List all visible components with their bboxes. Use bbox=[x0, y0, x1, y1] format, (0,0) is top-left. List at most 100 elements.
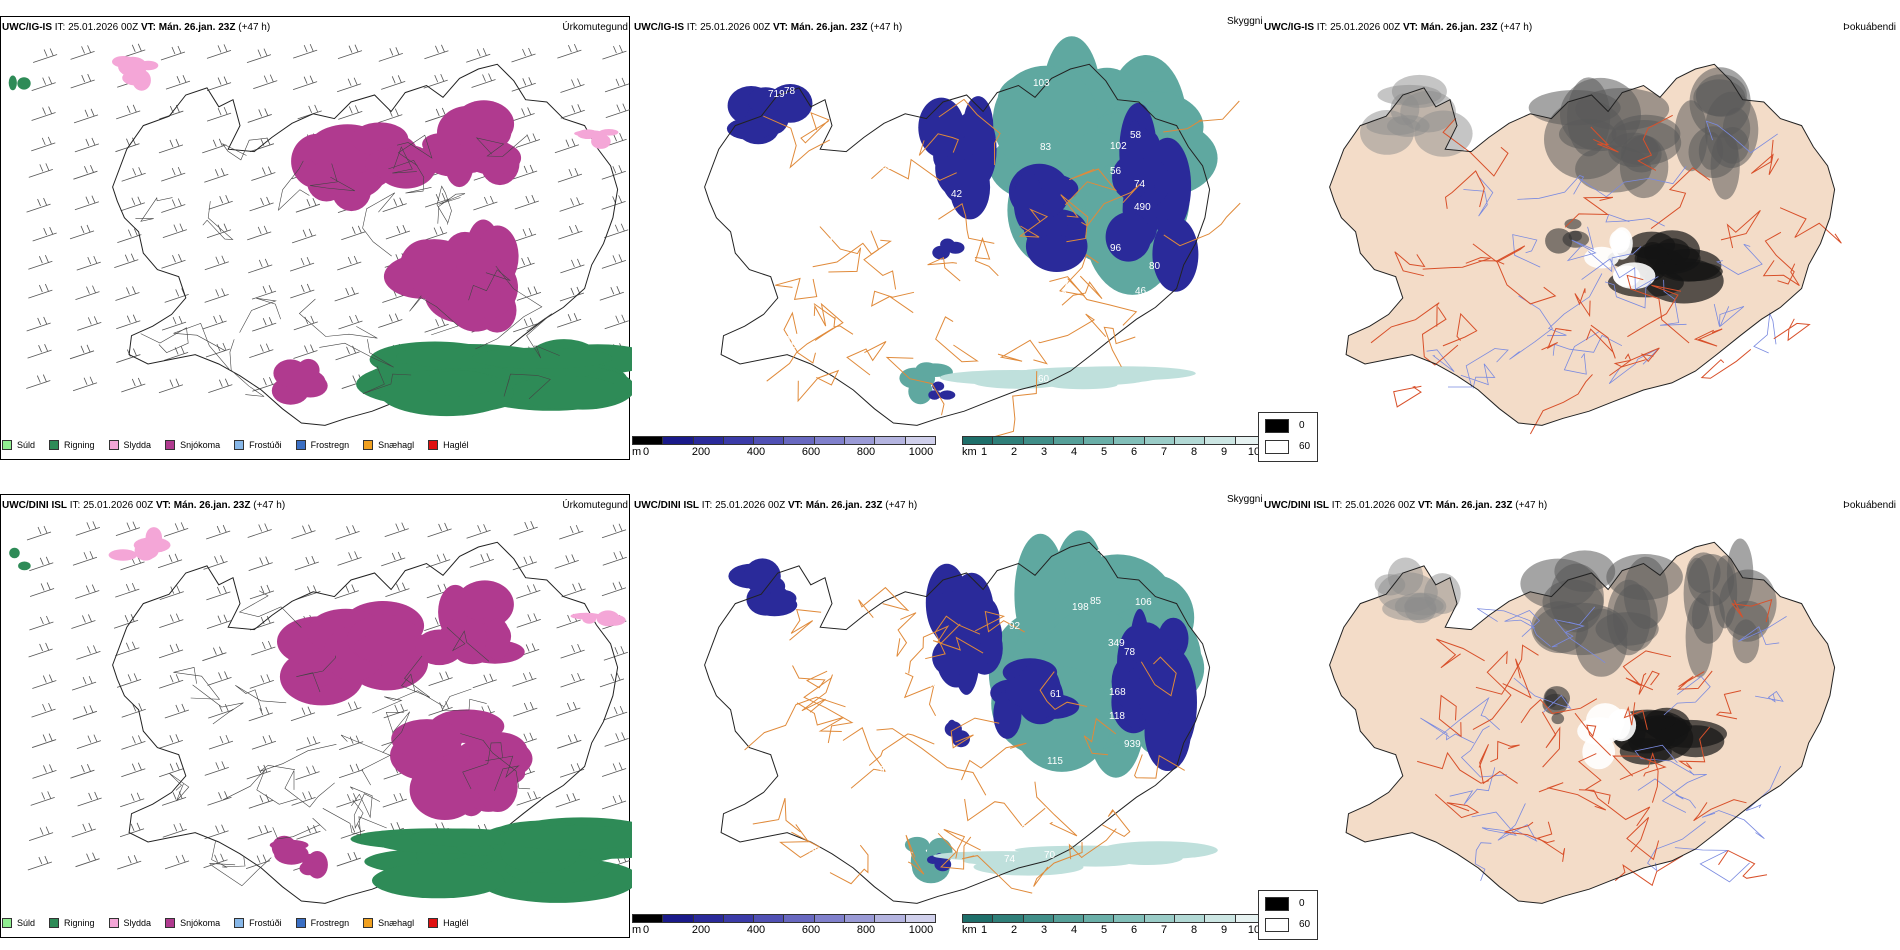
vt-label: VT: bbox=[140, 22, 156, 33]
wind-barb bbox=[161, 166, 186, 182]
road-line bbox=[1578, 789, 1651, 827]
fog-area bbox=[1585, 703, 1625, 739]
wind-barb bbox=[31, 702, 56, 718]
fog-heading: Þokuábendi bbox=[1843, 500, 1896, 511]
rivers bbox=[1426, 120, 1778, 389]
fog-map bbox=[1329, 538, 1836, 904]
road-line bbox=[485, 755, 520, 791]
fog-area bbox=[1613, 265, 1641, 287]
road-line bbox=[1490, 740, 1520, 763]
cloud-label: 96 bbox=[1110, 243, 1122, 254]
wind-barb bbox=[117, 228, 142, 244]
vt-value: Mán. 26.jan. 23Z bbox=[173, 500, 251, 511]
wind-barb bbox=[335, 345, 360, 361]
colorbar-segment bbox=[845, 915, 876, 922]
wind-barb bbox=[337, 551, 362, 566]
road-line bbox=[1478, 744, 1518, 785]
cloud-area bbox=[751, 593, 798, 617]
road-line bbox=[1552, 334, 1623, 356]
snow-area bbox=[391, 719, 463, 759]
fog-area bbox=[1725, 600, 1770, 642]
colorbar-tick: 7 bbox=[1160, 924, 1168, 936]
cloud-label: 58 bbox=[801, 273, 813, 284]
road-line bbox=[1463, 175, 1494, 217]
colorbar-segment bbox=[814, 437, 846, 444]
wind-barb bbox=[205, 342, 231, 358]
fog-legend: 0 60 bbox=[1258, 412, 1318, 462]
road-line bbox=[235, 685, 287, 712]
precip-legend-item: Slydda bbox=[108, 918, 151, 928]
road-line bbox=[1622, 650, 1672, 691]
fog-area bbox=[1551, 713, 1565, 725]
lead-time: (+47 h) bbox=[1515, 500, 1548, 511]
cloud-label: 62 bbox=[873, 773, 885, 784]
snow-area bbox=[306, 161, 347, 202]
wind-barb bbox=[204, 824, 229, 840]
precip-type-heading: Úrkomutegund bbox=[562, 22, 628, 33]
wind-barb bbox=[424, 44, 449, 60]
colorbar-segment bbox=[784, 915, 815, 922]
colorbar-segment bbox=[1144, 915, 1176, 922]
precip-legend-item: Rigning bbox=[49, 440, 95, 450]
cloud-area bbox=[952, 583, 994, 646]
wind-barb bbox=[70, 45, 95, 60]
wind-barb bbox=[296, 736, 321, 751]
wind-barb bbox=[72, 705, 98, 720]
road-line bbox=[1637, 778, 1697, 809]
wind-barb bbox=[560, 643, 585, 659]
cloud-area bbox=[1058, 858, 1132, 867]
wind-barb bbox=[208, 195, 233, 210]
wind-barb bbox=[291, 791, 316, 806]
wind-barb bbox=[427, 522, 452, 538]
precip-legend-swatch bbox=[2, 918, 12, 928]
colorbar-tick: 5 bbox=[1100, 446, 1108, 458]
road-line bbox=[1718, 849, 1768, 879]
cloud-label: 106 bbox=[1135, 597, 1152, 608]
wind-barb bbox=[159, 674, 184, 689]
wind-barb bbox=[117, 855, 142, 870]
cloud-label: 88 bbox=[790, 545, 802, 556]
road-line bbox=[1627, 284, 1681, 338]
cloud-label: 98 bbox=[859, 622, 871, 633]
vt-label: VT: bbox=[1417, 500, 1433, 511]
wind-barb bbox=[121, 762, 146, 778]
colorbar-segment bbox=[875, 915, 906, 922]
road-line bbox=[1417, 751, 1490, 784]
road-line bbox=[372, 690, 445, 714]
lead-time: (+47 h) bbox=[885, 500, 918, 511]
road-line bbox=[1476, 608, 1551, 647]
precip-legend-item: Haglél bbox=[428, 440, 469, 450]
forecast-row-ig: UWC/IG-IS IT: 25.01.2026 00Z VT: Mán. 26… bbox=[0, 0, 1900, 470]
road-line bbox=[446, 627, 490, 662]
wind-barb bbox=[252, 377, 277, 392]
road-line bbox=[169, 773, 190, 802]
wind-barb bbox=[382, 197, 407, 213]
wind-barb bbox=[120, 196, 145, 212]
road-line bbox=[779, 824, 821, 858]
wind-barb bbox=[246, 48, 272, 63]
wind-barb bbox=[295, 765, 320, 780]
cloud-label: 483 bbox=[927, 679, 944, 690]
colorbar-segment bbox=[1205, 915, 1236, 922]
colorbar-segment bbox=[875, 437, 906, 444]
road-line bbox=[1513, 677, 1572, 713]
wind-barb bbox=[513, 317, 538, 333]
road-line bbox=[1049, 276, 1138, 326]
vt-label: VT: bbox=[772, 22, 788, 33]
road-line bbox=[526, 313, 560, 359]
wind-barb bbox=[31, 106, 56, 121]
road-line bbox=[1474, 842, 1492, 882]
wind-barb bbox=[76, 255, 101, 271]
precip-legend-item: Súld bbox=[2, 440, 35, 450]
panel-title: UWC/DINI ISL IT: 25.01.2026 00Z VT: Mán.… bbox=[1264, 500, 1547, 511]
colorbar-segment bbox=[1023, 915, 1054, 922]
colorbar-tick: 5 bbox=[1100, 924, 1108, 936]
vt-value: Mán. 26.jan. 23Z bbox=[1420, 22, 1498, 33]
road-line bbox=[284, 770, 335, 808]
colorbar-ticks: km 1 2 3 4 5 6 7 8 9 10 bbox=[962, 923, 1266, 937]
cloud-area bbox=[726, 117, 773, 140]
road-line bbox=[441, 688, 487, 711]
road-line bbox=[885, 356, 945, 416]
road-line bbox=[1693, 328, 1723, 347]
road-line bbox=[1705, 120, 1778, 154]
